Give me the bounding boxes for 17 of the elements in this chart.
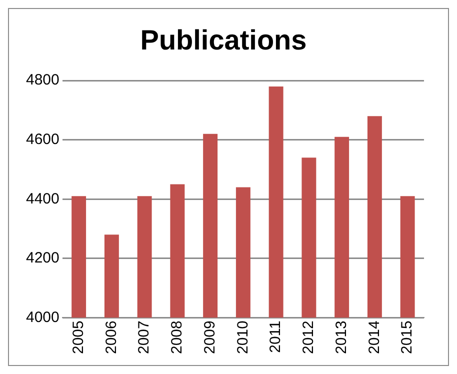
y-tick-label: 4800: [26, 72, 60, 89]
x-tick-label: 2009: [201, 320, 218, 354]
y-tick-label: 4000: [26, 308, 60, 326]
y-tick-label: 4600: [26, 131, 60, 148]
x-tick-label: 2006: [102, 320, 120, 354]
x-tick-label: 2010: [234, 320, 252, 354]
x-tick-label: 2007: [136, 320, 153, 354]
x-tick-label: 2014: [366, 320, 383, 354]
x-tick-label: 2008: [168, 320, 186, 354]
x-tick-label: 2005: [70, 320, 87, 354]
y-tick-label: 4200: [26, 250, 60, 267]
y-tick-label: 4400: [26, 190, 60, 208]
x-tick-label: 2013: [332, 320, 350, 354]
chart-title: Publications: [140, 24, 307, 56]
x-tick-label: 2012: [300, 320, 318, 354]
x-tick-label: 2015: [398, 320, 416, 354]
x-tick-label: 2011: [267, 320, 284, 353]
